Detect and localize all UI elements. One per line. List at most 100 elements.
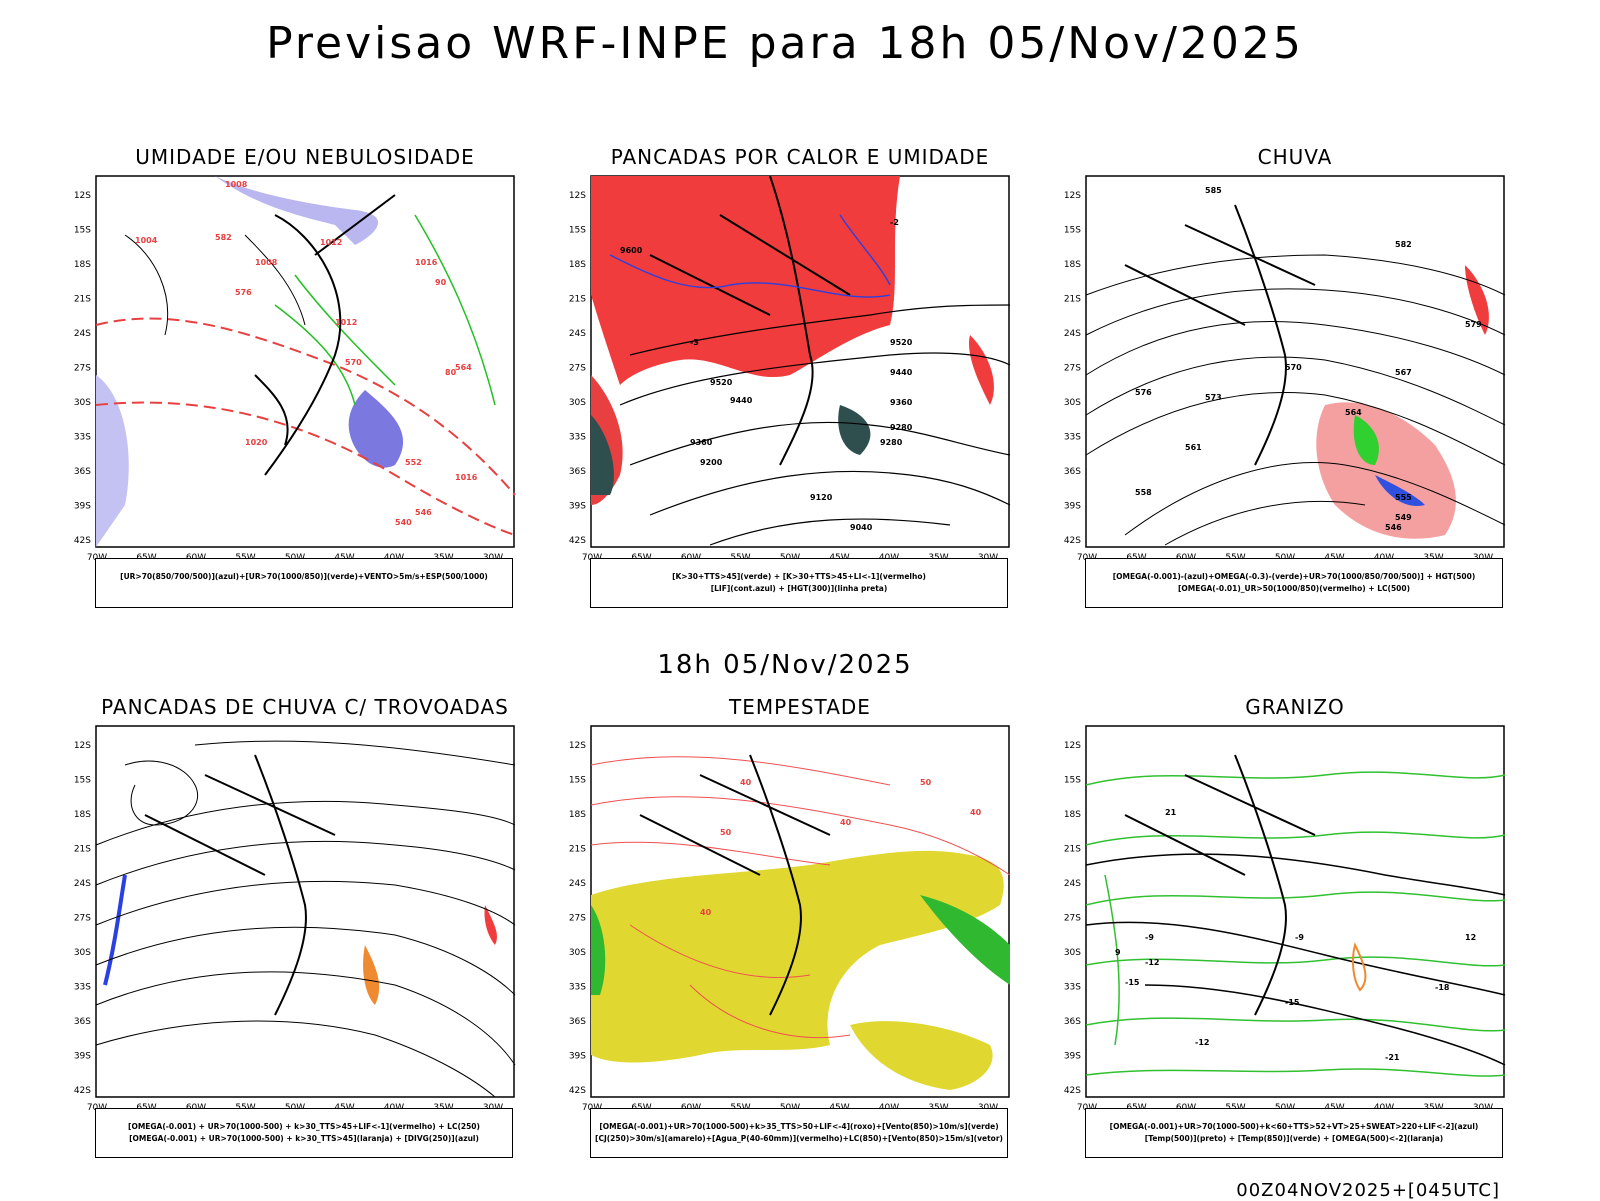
lat-tick-label: 15S	[569, 226, 586, 236]
contour-label: 1016	[415, 258, 438, 267]
caption-line: [CJ(250)>30m/s](amarelo)+[Agua_P(40-60mm…	[595, 1134, 1003, 1143]
map-hail[interactable]: 12S15S18S21S24S27S30S33S36S39S42S70W65W6…	[1064, 725, 1506, 1113]
lat-tick-label: 36S	[1064, 467, 1081, 477]
lat-tick-label: 42S	[1064, 1086, 1081, 1096]
contour-label: 576	[235, 288, 252, 297]
lat-tick-label: 21S	[569, 845, 586, 855]
contour-label: 9440	[890, 368, 913, 377]
contour-label: 582	[215, 233, 232, 242]
contour-label: 1008	[225, 180, 248, 189]
contour-label: 9520	[890, 338, 913, 347]
lat-tick-label: 30S	[74, 948, 91, 958]
lat-tick-label: 18S	[1064, 810, 1081, 820]
caption-line: [K>30+TTS>45](verde) + [K>30+TTS>45+LI<-…	[672, 572, 926, 581]
panel-rain: CHUVA 12S15S18S21S24S27S30S33S36S39S42S7…	[1064, 145, 1506, 610]
contour-label: 1012	[320, 238, 342, 247]
lat-tick-label: 30S	[1064, 948, 1081, 958]
panel-title: TEMPESTADE	[729, 695, 871, 719]
contour-label: 1008	[255, 258, 278, 267]
contour-label: 582	[1395, 240, 1412, 249]
contour-label: 21	[1165, 808, 1177, 817]
lat-tick-label: 30S	[1064, 398, 1081, 408]
contour-label: -21	[1385, 1053, 1400, 1062]
contour-label: 9360	[890, 398, 913, 407]
lat-tick-label: 27S	[1064, 364, 1081, 374]
lat-tick-label: 33S	[569, 433, 586, 443]
contour-label: 9120	[810, 493, 833, 502]
contour-label: 1012	[335, 318, 357, 327]
caption-line: [OMEGA(-0.01)_UR>50(1000/850)(vermelho) …	[1177, 584, 1411, 593]
contour-label: 564	[455, 363, 472, 372]
lat-tick-label: 36S	[569, 467, 586, 477]
contour-label: 558	[1135, 488, 1152, 497]
panel-caption: [UR>70(850/700/500)](azul)+[UR>70(1000/8…	[95, 558, 513, 608]
map-storm[interactable]: 12S15S18S21S24S27S30S33S36S39S42S70W65W6…	[569, 725, 1011, 1113]
main-title: Previsao WRF-INPE para 18h 05/Nov/2025	[266, 18, 1304, 69]
lat-tick-label: 21S	[569, 295, 586, 305]
panel-thunderstorm-showers: PANCADAS DE CHUVA C/ TROVOADAS 12S 15S 18S…	[74, 695, 516, 1165]
contour-label: 555	[1395, 493, 1412, 502]
lat-tick-label: 36S	[74, 467, 91, 477]
lat-tick-label: 30S	[569, 948, 586, 958]
lat-tick-label: 12S	[569, 191, 586, 201]
contour-label: 9440	[730, 396, 753, 405]
panel-caption: [K>30+TTS>45](verde) + [K>30+TTS>45+LI<-…	[590, 558, 1008, 608]
lat-tick-label: 33S	[1064, 433, 1081, 443]
contour-label: 9280	[890, 423, 913, 432]
contour-label: -12	[1145, 958, 1159, 967]
panel-caption: [OMEGA(-0.001)+UR>70(1000-500)+k>35_TTS>…	[590, 1108, 1008, 1158]
lat-tick-label: 39S	[569, 1052, 586, 1062]
lat-tick-label: 15S	[569, 776, 586, 786]
lat-tick-label: 18S	[1064, 260, 1081, 270]
contour-label: -18	[1435, 983, 1450, 992]
lat-tick-label: 21S	[74, 845, 91, 855]
contour-label: 546	[1385, 523, 1402, 532]
contour-label: 9	[1115, 948, 1121, 957]
map-rain[interactable]: 12S15S18S21S24S27S30S33S36S39S42S70W65W6…	[1064, 175, 1506, 563]
caption-line: [LIF](cont.azul) + [HGT(300)](linha pret…	[710, 584, 888, 593]
caption-line: [Temp(500)](preto) + [Temp(850)](verde) …	[1144, 1134, 1444, 1143]
lat-tick-label: 36S	[74, 1017, 91, 1027]
contour-label: 564	[1345, 408, 1362, 417]
panel-title: PANCADAS DE CHUVA C/ TROVOADAS	[101, 695, 509, 719]
lat-tick-label: 24S	[569, 879, 586, 889]
panel-storm: TEMPESTADE 12S 15S 18S 21S 24S 27S 30S 33S 36S 39…	[569, 695, 1011, 1165]
contour-label: -2	[890, 218, 899, 227]
map-humidity[interactable]: 12S15S18S21S24S27S30S33S36S39S42S70W65W6…	[74, 175, 516, 563]
lat-tick-label: 36S	[1064, 1017, 1081, 1027]
contour-label: 546	[415, 508, 432, 517]
contour-label: 12	[1465, 933, 1476, 942]
contour-label: 50	[920, 778, 932, 787]
contour-label: -15	[1125, 978, 1140, 987]
lat-tick-label: 24S	[74, 329, 91, 339]
contour-label: 540	[395, 518, 412, 527]
contour-label: 570	[1285, 363, 1302, 372]
panel-caption: [OMEGA(-0.001)-(azul)+OMEGA(-0.3)-(verde…	[1085, 558, 1503, 608]
contour-label: 570	[345, 358, 362, 367]
contour-label: -12	[1195, 1038, 1209, 1047]
map-heat-showers[interactable]: 12S15S18S21S24S27S30S33S36S39S42S70W65W6…	[569, 175, 1011, 563]
panel-title: GRANIZO	[1245, 695, 1345, 719]
contour-label: -9	[1145, 933, 1154, 942]
lat-tick-label: 39S	[569, 502, 586, 512]
contour-label: 1004	[135, 236, 158, 245]
lat-tick-label: 39S	[74, 1052, 91, 1062]
contour-label: -9	[1295, 933, 1304, 942]
map-thunderstorm-showers[interactable]: 12S15S18S21S24S27S30S33S36S39S42S70W65W6…	[74, 725, 516, 1113]
lat-tick-label: 15S	[1064, 226, 1081, 236]
contour-label: 80	[445, 368, 457, 377]
caption-line: [OMEGA(-0.001)+UR>70(1000-500)+k<60+TTS>…	[1109, 1122, 1479, 1131]
lat-tick-label: 39S	[74, 502, 91, 512]
lat-tick-label: 42S	[74, 1086, 91, 1096]
contour-label: 40	[700, 908, 712, 917]
contour-label: 50	[720, 828, 732, 837]
contour-label: 585	[1205, 186, 1222, 195]
panel-title: CHUVA	[1257, 145, 1333, 169]
contour-label: 9040	[850, 523, 873, 532]
lat-tick-label: 15S	[74, 776, 91, 786]
lat-tick-label: 21S	[1064, 295, 1081, 305]
lat-tick-label: 42S	[569, 536, 586, 546]
contour-label: 576	[1135, 388, 1152, 397]
panel-heat-showers: PANCADAS POR CALOR E UMIDADE 12S 15S 18S 21…	[569, 145, 1011, 610]
lat-tick-label: 27S	[74, 364, 91, 374]
